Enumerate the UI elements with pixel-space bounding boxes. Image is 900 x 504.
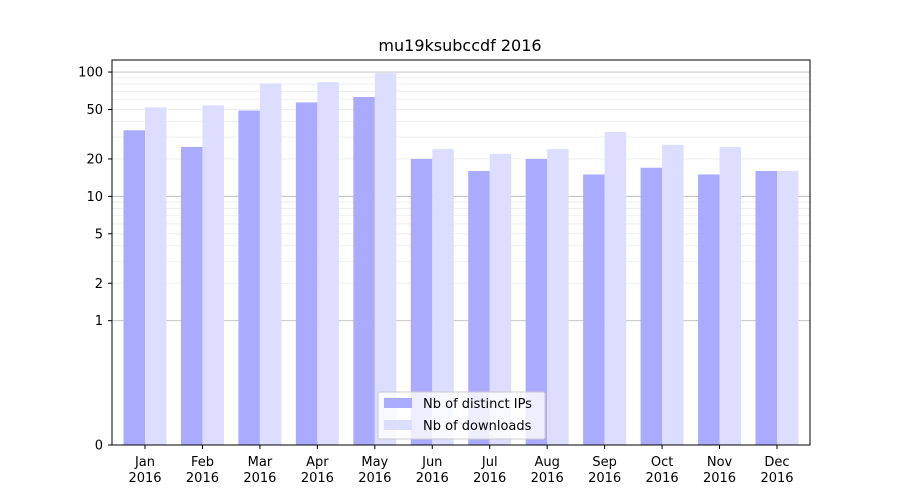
bar-downloads <box>374 73 397 445</box>
x-tick-label-year: 2016 <box>358 471 391 486</box>
bar-downloads <box>547 149 569 445</box>
x-tick-label-month: Apr <box>306 455 329 470</box>
bar-distinct-ips <box>353 96 375 446</box>
x-tick-label-year: 2016 <box>646 471 679 486</box>
bar-downloads <box>145 107 167 446</box>
bar-distinct-ips <box>525 158 548 446</box>
bar-downloads <box>662 144 684 445</box>
bar-distinct-ips <box>180 146 203 446</box>
legend-label-downloads: Nb of downloads <box>423 419 532 434</box>
x-tick-label-month: Jan <box>134 455 155 470</box>
bar-distinct-ips <box>755 170 777 446</box>
x-tick-label-month: Nov <box>707 455 733 470</box>
y-tick-label: 50 <box>86 103 103 118</box>
y-tick-label: 100 <box>78 66 103 81</box>
x-tick-label-month: Jul <box>481 455 498 470</box>
bar-downloads <box>259 83 282 446</box>
legend-swatch-distinct-ips <box>384 398 412 408</box>
y-tick-label: 1 <box>95 314 103 329</box>
bar-distinct-ips <box>640 167 663 445</box>
legend: Nb of distinct IPs Nb of downloads <box>377 391 546 440</box>
x-tick-label-year: 2016 <box>243 471 276 486</box>
bar-distinct-ips <box>123 130 145 445</box>
x-tick-label-year: 2016 <box>301 471 334 486</box>
x-tick-label-month: Feb <box>191 455 214 470</box>
bar-downloads <box>719 146 742 446</box>
y-tick-label: 5 <box>95 227 103 242</box>
x-tick-label-month: Aug <box>534 455 559 470</box>
bar-distinct-ips <box>410 158 433 446</box>
y-tick-label: 20 <box>86 152 103 167</box>
bar-distinct-ips <box>583 174 605 445</box>
bar-distinct-ips <box>295 102 318 445</box>
x-tick-label-year: 2016 <box>128 471 161 486</box>
x-tick-label-month: May <box>361 455 388 470</box>
bar-distinct-ips <box>238 110 260 445</box>
bars-layer <box>123 73 799 446</box>
bar-distinct-ips <box>698 174 720 445</box>
x-tick-label-month: Oct <box>651 455 673 470</box>
bar-downloads <box>202 105 224 445</box>
y-tick-label: 10 <box>86 190 103 205</box>
y-axis: 0 1 2 5 10 20 50 100 <box>78 66 112 454</box>
legend-swatch-downloads <box>384 420 412 430</box>
x-tick-label-year: 2016 <box>416 471 449 486</box>
bar-downloads <box>432 149 454 445</box>
x-tick-label-month: Jun <box>421 455 442 470</box>
y-tick-label: 2 <box>95 277 103 292</box>
x-tick-label-year: 2016 <box>760 471 793 486</box>
legend-label-distinct-ips: Nb of distinct IPs <box>423 397 532 412</box>
bar-downloads <box>604 131 627 446</box>
x-tick-label-year: 2016 <box>703 471 736 486</box>
bar-distinct-ips <box>468 170 490 446</box>
x-axis: Jan2016Feb2016Mar2016Apr2016May2016Jun20… <box>128 445 794 486</box>
grid-layer <box>112 71 810 322</box>
x-tick-label-month: Dec <box>764 455 789 470</box>
bar-downloads <box>489 153 512 445</box>
x-tick-label-year: 2016 <box>531 471 564 486</box>
x-tick-label-month: Sep <box>592 455 617 470</box>
x-tick-label-year: 2016 <box>186 471 219 486</box>
bar-downloads <box>317 82 339 446</box>
x-tick-label-year: 2016 <box>588 471 621 486</box>
x-tick-label-month: Mar <box>248 455 273 470</box>
x-tick-label-year: 2016 <box>473 471 506 486</box>
y-tick-label: 0 <box>95 439 103 454</box>
chart-title: mu19ksubccdf 2016 <box>378 36 541 55</box>
bar-downloads <box>777 170 799 446</box>
legend-box <box>377 391 546 440</box>
plot-frame <box>111 59 811 446</box>
